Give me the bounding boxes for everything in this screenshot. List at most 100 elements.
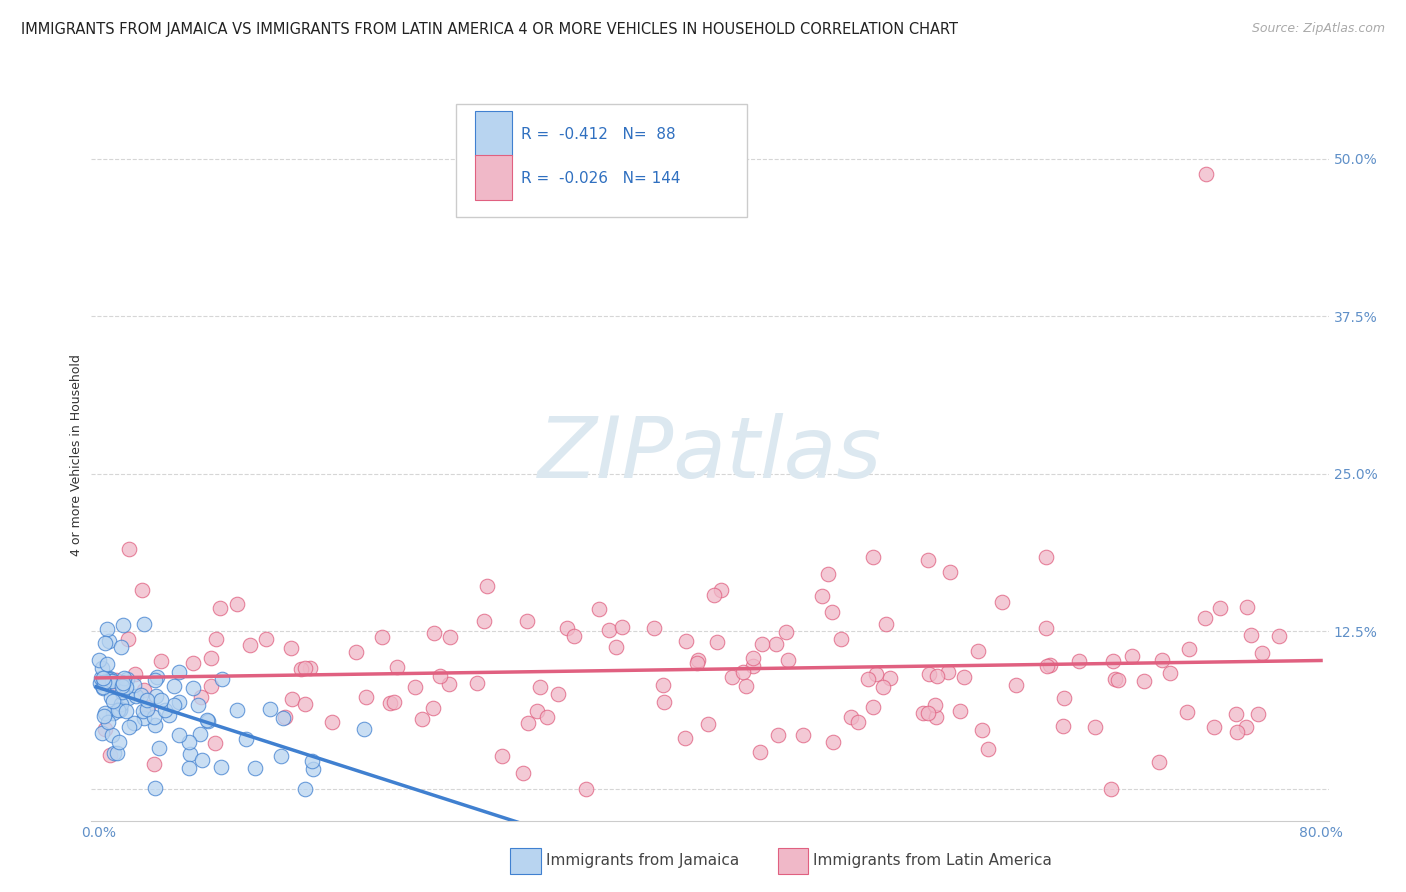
Point [124,678,146,692]
Point [1069,654,1091,668]
Point [686,652,709,666]
Point [429,669,451,683]
Point [190,690,212,704]
Point [422,701,444,715]
Point [776,653,799,667]
Point [839,710,862,724]
Point [751,637,773,651]
Point [239,638,262,652]
Point [821,605,844,619]
Point [512,766,534,780]
Point [879,671,901,685]
Point [111,684,134,698]
Point [1121,649,1143,664]
Point [977,742,1000,756]
Point [204,632,226,646]
Point [1053,690,1076,705]
Point [270,749,292,764]
Point [710,583,733,598]
Point [385,659,408,673]
Point [967,644,990,658]
Point [93,636,115,650]
Point [142,756,165,771]
Point [1107,673,1129,687]
Y-axis label: 4 or more Vehicles in Household: 4 or more Vehicles in Household [70,354,83,556]
Point [97,715,120,730]
Point [90,726,112,740]
Point [529,681,551,695]
Point [146,670,169,684]
Point [299,661,322,675]
Point [90,661,112,675]
Point [472,614,495,628]
Point [100,690,122,704]
Point [150,693,173,707]
Point [195,713,218,727]
Point [118,720,141,734]
Point [98,747,121,762]
Point [848,714,870,729]
Point [721,669,744,683]
Point [821,735,844,749]
Point [652,695,675,709]
Point [1226,724,1249,739]
Point [1052,719,1074,733]
Point [89,676,111,690]
Point [1005,678,1028,692]
Point [547,687,569,701]
Point [1150,653,1173,667]
Point [610,620,633,634]
Point [131,582,153,597]
Point [100,672,122,686]
Point [475,579,498,593]
Point [382,695,405,709]
Point [588,602,610,616]
Point [187,698,209,712]
Point [108,703,131,717]
Point [643,621,665,635]
Point [105,746,128,760]
Point [243,761,266,775]
Point [856,673,879,687]
Point [112,676,135,690]
Point [91,671,114,685]
Point [204,736,226,750]
Point [294,782,316,797]
Point [143,780,166,795]
Point [1084,720,1107,734]
Point [526,704,548,718]
Point [991,595,1014,609]
Point [685,657,707,671]
Point [765,637,787,651]
Point [872,680,894,694]
Point [280,641,302,656]
Point [191,753,214,767]
Point [129,688,152,702]
Text: Immigrants from Jamaica: Immigrants from Jamaica [546,854,738,868]
Point [274,710,297,724]
Point [108,734,131,748]
Point [163,698,186,712]
Point [598,623,620,637]
Point [112,618,135,632]
Point [830,632,852,646]
Point [439,630,461,644]
Point [124,667,146,681]
Point [200,679,222,693]
Point [1178,642,1201,657]
Point [912,706,935,720]
Point [1234,720,1257,734]
Point [159,708,181,723]
Point [98,633,121,648]
Point [924,698,946,713]
FancyBboxPatch shape [475,112,512,156]
Point [101,706,124,720]
Point [404,680,426,694]
Point [862,550,884,565]
Point [516,614,538,628]
Point [1159,665,1181,680]
Point [575,782,598,797]
Point [792,728,814,742]
Point [280,692,302,706]
Point [143,673,166,687]
